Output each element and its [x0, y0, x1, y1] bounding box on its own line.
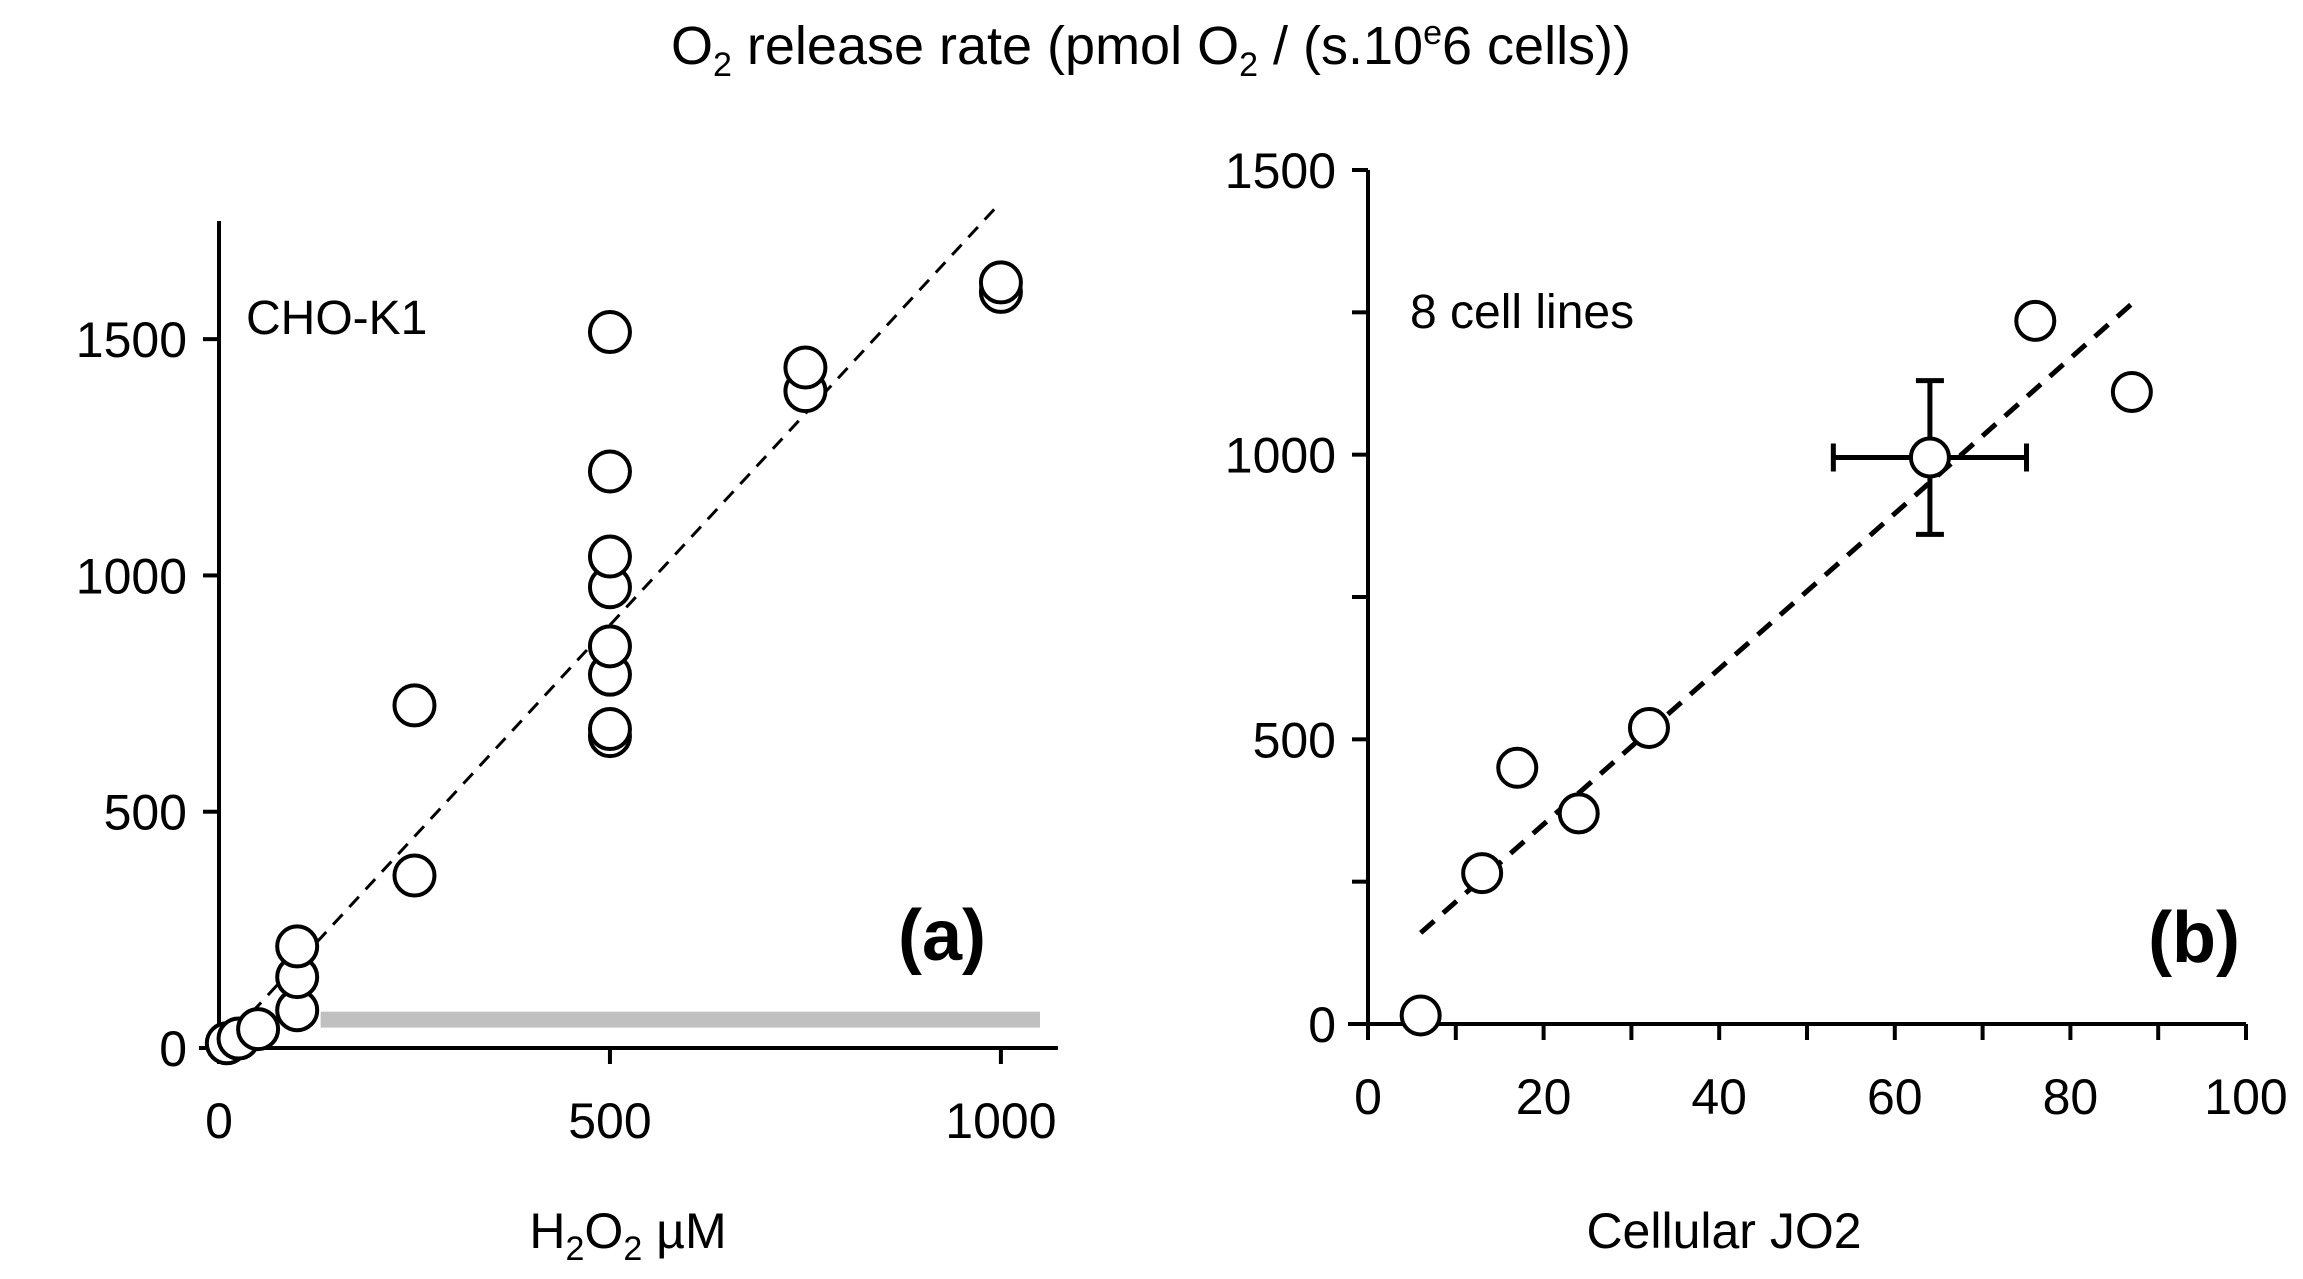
b-y-tick-label: 1000: [1225, 428, 1336, 484]
panel-a: 0 500 1000 1500 0 500 1000 CHO-K1 (a) H2O2 µM: [76, 201, 1058, 1268]
b-x-tick-label: 100: [2204, 1069, 2287, 1125]
panel-b-points: [1399, 299, 2153, 1037]
title-prefix: O: [671, 16, 713, 76]
b-y-tick-label: 500: [1253, 712, 1336, 768]
a-y-tick-label: 1500: [76, 312, 187, 368]
title-sub1: 2: [713, 46, 732, 84]
a-y-tick-label: 500: [104, 785, 187, 841]
panel-b: 0 500 1000 1500 0 20 40 60 80 100 8 cell lines (b…: [1225, 143, 2288, 1259]
panel-b-axes: 0 500 1000 1500 0 20 40 60 80 100: [1225, 143, 2288, 1125]
title-suffix: 6 cells)): [1442, 16, 1631, 76]
a-data-point: [236, 1007, 281, 1052]
b-data-point: [1461, 852, 1504, 895]
a-data-point: [587, 534, 632, 579]
panel-b-label: (b): [2148, 898, 2240, 978]
a-data-point: [587, 310, 632, 355]
panel-a-label: (a): [898, 896, 986, 976]
b-data-point: [1557, 792, 1600, 835]
b-x-tick-label: 80: [2043, 1069, 2099, 1125]
b-data-point: [1399, 994, 1442, 1037]
b-data-point: [1496, 746, 1539, 789]
b-x-tick-label: 60: [1867, 1069, 1923, 1125]
a-data-point: [978, 260, 1023, 305]
b-y-tick-label: 0: [1308, 997, 1336, 1053]
a-y-tick-label: 0: [159, 1021, 187, 1077]
panel-b-fit-line: [1419, 301, 2134, 935]
a-data-point: [587, 624, 632, 669]
panel-a-axes: 0 500 1000 1500 0 500 1000: [76, 221, 1058, 1149]
panel-a-points: [204, 260, 1023, 1066]
title-middle: release rate (pmol O: [732, 16, 1239, 76]
panel-a-annotation: CHO-K1: [246, 292, 427, 345]
b-regression-line: [1419, 301, 2134, 935]
b-x-tick-label: 20: [1516, 1069, 1572, 1125]
title-sub2: 2: [1239, 46, 1258, 84]
panel-b-annotation: 8 cell lines: [1410, 286, 1634, 339]
a-data-point: [392, 853, 437, 898]
a-data-point: [392, 683, 437, 728]
a-data-point: [275, 924, 320, 969]
b-data-point: [2014, 299, 2057, 342]
a-y-tick-label: 1000: [76, 548, 187, 604]
b-y-tick-label: 1500: [1225, 143, 1336, 199]
b-x-tick-label: 40: [1691, 1069, 1747, 1125]
title-after: / (s.10: [1258, 16, 1423, 76]
a-x-tick-label: 1000: [945, 1093, 1056, 1149]
a-x-tick-label: 0: [205, 1093, 233, 1149]
b-data-point: [2110, 371, 2153, 414]
a-data-point: [587, 449, 632, 494]
panel-b-x-axis-label: Cellular JO2: [1586, 1203, 1861, 1259]
a-x-tick-label: 500: [568, 1093, 651, 1149]
b-data-point: [1908, 436, 1951, 479]
a-data-point: [783, 345, 828, 390]
b-data-point: [1627, 706, 1670, 749]
panel-a-x-axis-label: H2O2 µM: [529, 1203, 726, 1268]
a-data-point: [587, 707, 632, 752]
title-sup: e: [1423, 14, 1442, 52]
figure-title: O2 release rate (pmol O2 / (s.10e6 cells…: [671, 14, 1631, 84]
b-x-tick-label: 0: [1354, 1069, 1382, 1125]
